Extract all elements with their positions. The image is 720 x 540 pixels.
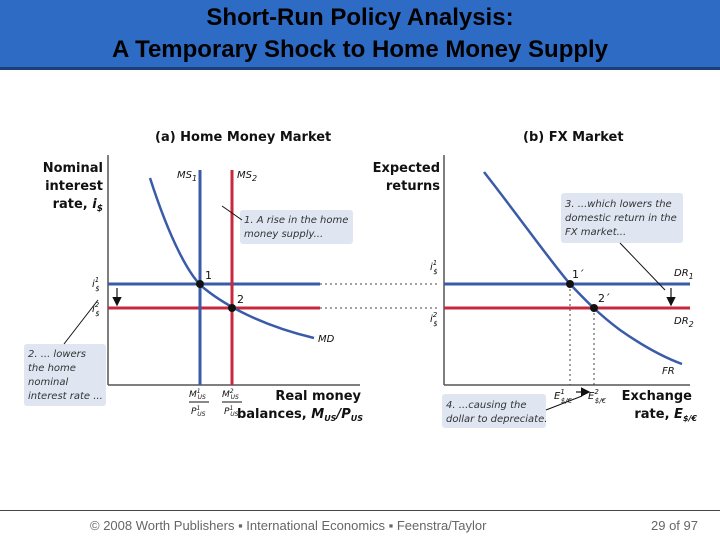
note-3-line-3: FX market... bbox=[565, 227, 626, 238]
panel-a-yaxis-label-3: rate, i$ bbox=[53, 197, 103, 214]
dr1-label: DR1 bbox=[674, 268, 694, 281]
panel-a-tick-m1-den: P1 US bbox=[191, 405, 206, 418]
panel-a-tick-m2-num: M2 US bbox=[222, 388, 239, 401]
fx-point-1 bbox=[566, 280, 574, 288]
panel-a-xaxis-label-2: balances, MUS/PUS bbox=[237, 407, 363, 423]
note-4-pointer bbox=[545, 395, 583, 411]
slide-title-line1: Short-Run Policy Analysis: bbox=[206, 4, 514, 31]
panel-a-yaxis-label-2: interest bbox=[45, 179, 103, 194]
panel-b-tick-i1: i1 $ bbox=[430, 259, 438, 276]
note-4-line-1: 4. ...causing the bbox=[446, 400, 526, 411]
note-3-pointer bbox=[619, 242, 666, 291]
panel-a-tick-m2-den: P1 US bbox=[224, 405, 239, 418]
note-1-pointer bbox=[221, 205, 243, 221]
panel-b-xaxis-label-2: rate, E$/€ bbox=[634, 407, 697, 423]
footer-copyright: © 2008 Worth Publishers ▪ International … bbox=[90, 518, 487, 533]
panel-b-heading: (b) FX Market bbox=[523, 130, 624, 145]
note-1-line-1: 1. A rise in the home bbox=[244, 215, 348, 226]
ms2-label: MS2 bbox=[237, 170, 257, 183]
equilibrium-point-2 bbox=[228, 304, 236, 312]
point-1-label: 1 bbox=[205, 269, 212, 282]
md-label: MD bbox=[318, 334, 335, 345]
panel-a-yaxis-label-1: Nominal bbox=[43, 161, 103, 176]
fx-point-2-label: 2´ bbox=[598, 292, 611, 305]
ms1-label: MS1 bbox=[177, 170, 197, 183]
page-number: 29 of 97 bbox=[651, 518, 698, 533]
note-box-2 bbox=[24, 344, 106, 406]
panel-b-tick-i2: i2 $ bbox=[430, 311, 438, 328]
slide-title-line2: A Temporary Shock to Home Money Supply bbox=[111, 36, 609, 63]
fr-curve bbox=[483, 171, 683, 366]
panel-b-xaxis-label-1: Exchange bbox=[622, 389, 693, 404]
panel-b-tick-e1: E1 $/€ bbox=[554, 388, 573, 405]
point-2-label: 2 bbox=[237, 293, 244, 306]
dr2-label: DR2 bbox=[674, 316, 694, 329]
note-4-line-2: dollar to depreciate. bbox=[446, 414, 547, 425]
note-2-line-1: 2. ... lowers bbox=[28, 349, 86, 360]
panel-a-tick-m1-num: M1 US bbox=[189, 388, 206, 401]
note-2-line-2: the home bbox=[28, 363, 76, 374]
note-2-pointer bbox=[63, 299, 99, 345]
panel-b-yaxis-label-1: Expected bbox=[373, 161, 440, 176]
panel-b-yaxis-label-2: returns bbox=[386, 179, 440, 194]
note-box-3 bbox=[561, 193, 683, 243]
note-1-line-2: money supply... bbox=[244, 229, 323, 240]
note-3-line-2: domestic return in the bbox=[565, 213, 677, 224]
fx-point-1-label: 1´ bbox=[572, 268, 585, 281]
fx-point-2 bbox=[590, 304, 598, 312]
note-box-4 bbox=[442, 394, 546, 428]
fr-label: FR bbox=[662, 366, 675, 377]
panel-a-heading: (a) Home Money Market bbox=[155, 130, 331, 145]
panel-b-tick-e2: E2 $/€ bbox=[588, 388, 607, 405]
panel-a-tick-i1: i1 $ bbox=[92, 276, 100, 293]
md-curve bbox=[148, 177, 315, 340]
note-2-line-4: interest rate ... bbox=[28, 391, 103, 402]
panel-a-tick-i2: i2 $ bbox=[92, 301, 100, 318]
note-2-line-3: nominal bbox=[28, 377, 68, 388]
footer-divider bbox=[0, 510, 720, 511]
note-3-line-1: 3. ...which lowers the bbox=[565, 199, 672, 210]
title-bar: Short-Run Policy Analysis: A Temporary S… bbox=[0, 0, 720, 70]
note-box-1 bbox=[240, 210, 353, 244]
panel-a-xaxis-label-1: Real money bbox=[275, 389, 361, 404]
equilibrium-point-1 bbox=[196, 280, 204, 288]
